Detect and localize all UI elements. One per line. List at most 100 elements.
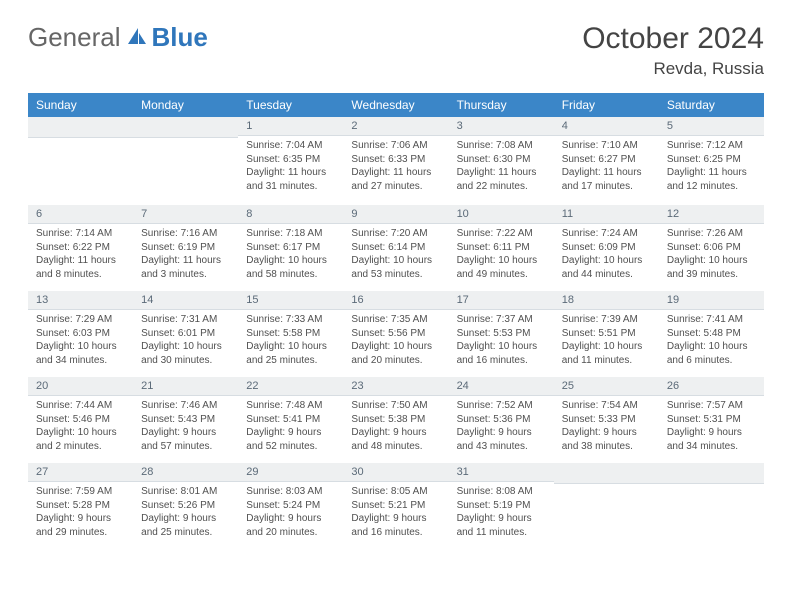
sunrise-text: Sunrise: 7:54 AM xyxy=(562,399,651,413)
day-number: 1 xyxy=(238,117,343,136)
sunset-text: Sunset: 5:28 PM xyxy=(36,499,125,513)
daylight-text: Daylight: 9 hours and 16 minutes. xyxy=(351,512,440,539)
daylight-text: Daylight: 9 hours and 11 minutes. xyxy=(457,512,546,539)
calendar-cell: 12Sunrise: 7:26 AMSunset: 6:06 PMDayligh… xyxy=(659,205,764,291)
sunset-text: Sunset: 6:09 PM xyxy=(562,241,651,255)
calendar-cell: 11Sunrise: 7:24 AMSunset: 6:09 PMDayligh… xyxy=(554,205,659,291)
day-body: Sunrise: 7:24 AMSunset: 6:09 PMDaylight:… xyxy=(554,224,659,285)
day-body: Sunrise: 7:04 AMSunset: 6:35 PMDaylight:… xyxy=(238,136,343,197)
daylight-text: Daylight: 9 hours and 38 minutes. xyxy=(562,426,651,453)
day-number: 22 xyxy=(238,377,343,396)
daylight-text: Daylight: 10 hours and 58 minutes. xyxy=(246,254,335,281)
sunrise-text: Sunrise: 7:26 AM xyxy=(667,227,756,241)
daylight-text: Daylight: 9 hours and 29 minutes. xyxy=(36,512,125,539)
sunset-text: Sunset: 5:46 PM xyxy=(36,413,125,427)
day-body: Sunrise: 7:26 AMSunset: 6:06 PMDaylight:… xyxy=(659,224,764,285)
calendar-row: 13Sunrise: 7:29 AMSunset: 6:03 PMDayligh… xyxy=(28,291,764,377)
calendar-cell: 5Sunrise: 7:12 AMSunset: 6:25 PMDaylight… xyxy=(659,117,764,205)
col-sat: Saturday xyxy=(659,93,764,117)
sunrise-text: Sunrise: 7:20 AM xyxy=(351,227,440,241)
calendar-cell xyxy=(28,117,133,205)
day-body: Sunrise: 8:03 AMSunset: 5:24 PMDaylight:… xyxy=(238,482,343,543)
sunrise-text: Sunrise: 7:06 AM xyxy=(351,139,440,153)
calendar-cell: 17Sunrise: 7:37 AMSunset: 5:53 PMDayligh… xyxy=(449,291,554,377)
daylight-text: Daylight: 10 hours and 34 minutes. xyxy=(36,340,125,367)
day-number: 11 xyxy=(554,205,659,224)
day-number: 19 xyxy=(659,291,764,310)
sunrise-text: Sunrise: 7:18 AM xyxy=(246,227,335,241)
sunrise-text: Sunrise: 7:24 AM xyxy=(562,227,651,241)
day-number: 15 xyxy=(238,291,343,310)
calendar-cell: 9Sunrise: 7:20 AMSunset: 6:14 PMDaylight… xyxy=(343,205,448,291)
col-mon: Monday xyxy=(133,93,238,117)
calendar-cell: 19Sunrise: 7:41 AMSunset: 5:48 PMDayligh… xyxy=(659,291,764,377)
sunrise-text: Sunrise: 7:35 AM xyxy=(351,313,440,327)
day-number: 28 xyxy=(133,463,238,482)
daylight-text: Daylight: 9 hours and 43 minutes. xyxy=(457,426,546,453)
daylight-text: Daylight: 10 hours and 16 minutes. xyxy=(457,340,546,367)
sunset-text: Sunset: 5:43 PM xyxy=(141,413,230,427)
sunset-text: Sunset: 5:56 PM xyxy=(351,327,440,341)
day-body xyxy=(554,484,659,551)
calendar-cell: 2Sunrise: 7:06 AMSunset: 6:33 PMDaylight… xyxy=(343,117,448,205)
sunset-text: Sunset: 5:53 PM xyxy=(457,327,546,341)
calendar-cell: 6Sunrise: 7:14 AMSunset: 6:22 PMDaylight… xyxy=(28,205,133,291)
day-number xyxy=(28,117,133,138)
sunset-text: Sunset: 6:17 PM xyxy=(246,241,335,255)
day-number: 10 xyxy=(449,205,554,224)
sail-icon xyxy=(126,22,148,53)
day-body: Sunrise: 7:41 AMSunset: 5:48 PMDaylight:… xyxy=(659,310,764,371)
day-body: Sunrise: 7:35 AMSunset: 5:56 PMDaylight:… xyxy=(343,310,448,371)
calendar-row: 6Sunrise: 7:14 AMSunset: 6:22 PMDaylight… xyxy=(28,205,764,291)
day-number: 4 xyxy=(554,117,659,136)
daylight-text: Daylight: 11 hours and 3 minutes. xyxy=(141,254,230,281)
sunrise-text: Sunrise: 7:12 AM xyxy=(667,139,756,153)
sunrise-text: Sunrise: 7:16 AM xyxy=(141,227,230,241)
calendar-cell: 3Sunrise: 7:08 AMSunset: 6:30 PMDaylight… xyxy=(449,117,554,205)
calendar-cell: 31Sunrise: 8:08 AMSunset: 5:19 PMDayligh… xyxy=(449,463,554,551)
sunset-text: Sunset: 6:35 PM xyxy=(246,153,335,167)
day-body: Sunrise: 8:01 AMSunset: 5:26 PMDaylight:… xyxy=(133,482,238,543)
sunrise-text: Sunrise: 7:31 AM xyxy=(141,313,230,327)
calendar-cell: 14Sunrise: 7:31 AMSunset: 6:01 PMDayligh… xyxy=(133,291,238,377)
sunrise-text: Sunrise: 7:57 AM xyxy=(667,399,756,413)
day-number: 30 xyxy=(343,463,448,482)
sunrise-text: Sunrise: 8:05 AM xyxy=(351,485,440,499)
daylight-text: Daylight: 11 hours and 8 minutes. xyxy=(36,254,125,281)
brand-part1: General xyxy=(28,22,121,53)
day-number: 6 xyxy=(28,205,133,224)
daylight-text: Daylight: 10 hours and 49 minutes. xyxy=(457,254,546,281)
sunrise-text: Sunrise: 7:41 AM xyxy=(667,313,756,327)
day-number: 29 xyxy=(238,463,343,482)
day-body: Sunrise: 7:52 AMSunset: 5:36 PMDaylight:… xyxy=(449,396,554,457)
day-number: 31 xyxy=(449,463,554,482)
sunset-text: Sunset: 5:51 PM xyxy=(562,327,651,341)
day-number: 21 xyxy=(133,377,238,396)
col-thu: Thursday xyxy=(449,93,554,117)
day-body: Sunrise: 7:54 AMSunset: 5:33 PMDaylight:… xyxy=(554,396,659,457)
sunset-text: Sunset: 6:25 PM xyxy=(667,153,756,167)
sunrise-text: Sunrise: 7:59 AM xyxy=(36,485,125,499)
calendar-cell: 24Sunrise: 7:52 AMSunset: 5:36 PMDayligh… xyxy=(449,377,554,463)
col-wed: Wednesday xyxy=(343,93,448,117)
sunrise-text: Sunrise: 7:08 AM xyxy=(457,139,546,153)
day-number: 7 xyxy=(133,205,238,224)
day-number: 12 xyxy=(659,205,764,224)
brand-part2: Blue xyxy=(152,22,208,53)
calendar-cell: 30Sunrise: 8:05 AMSunset: 5:21 PMDayligh… xyxy=(343,463,448,551)
calendar-cell: 7Sunrise: 7:16 AMSunset: 6:19 PMDaylight… xyxy=(133,205,238,291)
sunrise-text: Sunrise: 7:39 AM xyxy=(562,313,651,327)
calendar-head: Sunday Monday Tuesday Wednesday Thursday… xyxy=(28,93,764,117)
calendar-cell: 10Sunrise: 7:22 AMSunset: 6:11 PMDayligh… xyxy=(449,205,554,291)
calendar-cell: 15Sunrise: 7:33 AMSunset: 5:58 PMDayligh… xyxy=(238,291,343,377)
col-tue: Tuesday xyxy=(238,93,343,117)
calendar-cell: 4Sunrise: 7:10 AMSunset: 6:27 PMDaylight… xyxy=(554,117,659,205)
sunset-text: Sunset: 6:03 PM xyxy=(36,327,125,341)
day-body: Sunrise: 7:06 AMSunset: 6:33 PMDaylight:… xyxy=(343,136,448,197)
col-sun: Sunday xyxy=(28,93,133,117)
daylight-text: Daylight: 9 hours and 34 minutes. xyxy=(667,426,756,453)
day-body: Sunrise: 7:57 AMSunset: 5:31 PMDaylight:… xyxy=(659,396,764,457)
calendar-cell: 29Sunrise: 8:03 AMSunset: 5:24 PMDayligh… xyxy=(238,463,343,551)
sunrise-text: Sunrise: 8:01 AM xyxy=(141,485,230,499)
sunset-text: Sunset: 5:24 PM xyxy=(246,499,335,513)
